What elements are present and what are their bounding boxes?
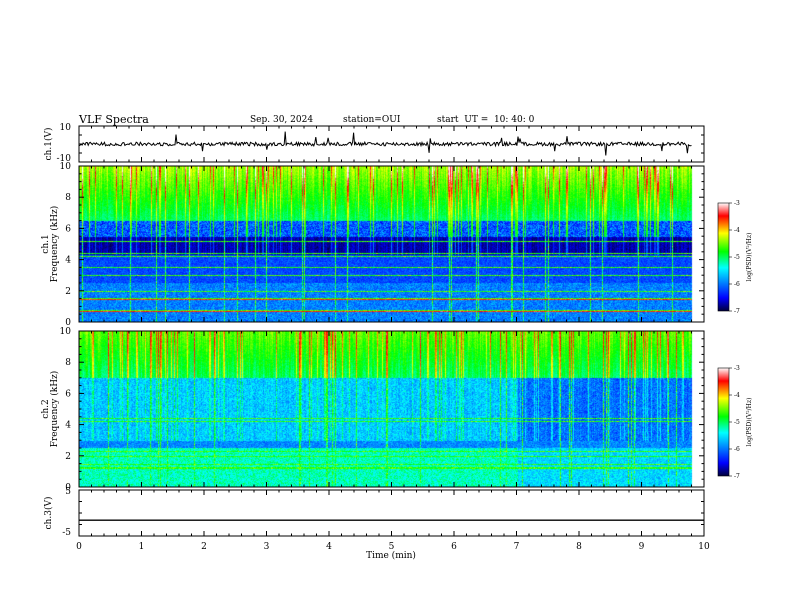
spectrogram-raster <box>79 166 704 322</box>
y-axis-label: ch.1(V) <box>43 128 54 161</box>
channel-label: ch.2 <box>41 399 51 418</box>
y-tick-label: 8 <box>65 193 71 203</box>
ch3-waveform-frame <box>78 489 705 537</box>
x-tick-label: 2 <box>201 542 207 552</box>
figure-title: VLF Spectra <box>79 113 149 126</box>
start-time-label: start UT = 10: 40: 0 <box>437 115 535 125</box>
colorbar-tick-label: -7 <box>734 308 740 315</box>
station-label: station=OUI <box>343 115 401 125</box>
y-axis-label: ch.3(V) <box>43 497 54 530</box>
y-tick-label: 0 <box>65 483 71 493</box>
y-tick-label: 6 <box>65 224 71 234</box>
y-tick-label: 4 <box>65 421 71 431</box>
x-tick-label: 10 <box>698 542 710 552</box>
y-tick-label: 2 <box>65 452 71 462</box>
x-tick-label: 6 <box>451 542 457 552</box>
channel-label: ch.1 <box>41 234 51 253</box>
colorbar-tick-label: -5 <box>734 254 740 261</box>
colorbar-tick-label: -5 <box>734 419 740 426</box>
x-tick-label: 4 <box>326 542 332 552</box>
x-tick-label: 0 <box>76 542 82 552</box>
y-tick-label: 8 <box>65 358 71 368</box>
y-axis-label: Frequency (kHz) <box>49 371 60 448</box>
colorbar-label: log(PSD)(V²/Hz) <box>746 233 753 282</box>
ch2-colorbar <box>717 367 730 477</box>
colorbar-tick-label: -6 <box>734 281 740 288</box>
ch2-spectrogram-image <box>79 331 704 487</box>
spectrogram-raster <box>79 331 704 487</box>
x-tick-label: 8 <box>576 542 582 552</box>
x-tick-label: 7 <box>514 542 520 552</box>
y-tick-label: 2 <box>65 287 71 297</box>
y-tick-label: 6 <box>65 389 71 399</box>
ch1-waveform-trace <box>78 131 692 156</box>
colorbar-tick-label: -3 <box>734 200 740 207</box>
colorbar-tick-label: -6 <box>734 446 740 453</box>
y-tick-label: -10 <box>57 154 72 164</box>
date-label: Sep. 30, 2024 <box>250 115 314 125</box>
y-axis-label: Frequency (kHz) <box>49 206 60 283</box>
y-tick-label: 4 <box>65 256 71 266</box>
colorbar-tick-label: -4 <box>734 227 740 234</box>
y-tick-label: 10 <box>60 162 72 172</box>
y-tick-label: 10 <box>60 123 72 133</box>
y-tick-label: 5 <box>65 487 71 497</box>
ch1-colorbar <box>717 202 730 312</box>
axis-ticks <box>78 125 705 537</box>
x-tick-label: 5 <box>389 542 395 552</box>
x-tick-label: 9 <box>639 542 645 552</box>
x-tick-label: 3 <box>264 542 270 552</box>
colorbar-label: log(PSD)(V²/Hz) <box>746 398 753 447</box>
colorbar-labels: -3 -4 -5 -6 -7 log(PSD)(V²/Hz) -3 -4 -5 -6 -7 log(P… <box>729 200 753 480</box>
y-tick-label: 10 <box>60 327 72 337</box>
y-tick-label: 0 <box>65 318 71 328</box>
colorbar-tick-label: -7 <box>734 473 740 480</box>
x-tick-label: 1 <box>139 542 145 552</box>
y-tick-label: -5 <box>62 528 71 538</box>
ch1-spectrogram-image <box>79 166 704 322</box>
colorbar-tick-label: -3 <box>734 365 740 372</box>
colorbar-tick-label: -4 <box>734 392 740 399</box>
x-axis-label: Time (min) <box>366 550 416 561</box>
